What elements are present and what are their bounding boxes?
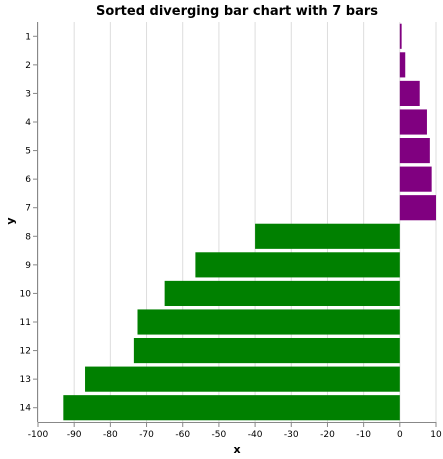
bar <box>399 52 406 78</box>
y-tick-label: 7 <box>25 204 31 214</box>
y-tick-label: 13 <box>20 375 31 385</box>
x-tick-label: -60 <box>175 430 190 440</box>
y-tick-label: 4 <box>25 118 31 128</box>
y-axis-title: y <box>4 217 17 224</box>
y-tick-label: 2 <box>25 61 31 71</box>
bar <box>399 109 427 135</box>
bar <box>399 23 402 49</box>
y-tick-label: 14 <box>20 404 32 414</box>
y-tick-label: 10 <box>20 289 32 299</box>
y-tick-label: 11 <box>20 318 31 328</box>
x-tick-label: -50 <box>212 430 227 440</box>
bar <box>63 395 400 421</box>
bars <box>63 23 436 421</box>
bar <box>133 338 400 364</box>
y-tick-label: 6 <box>25 175 31 185</box>
y-tick-label: 1 <box>25 32 31 42</box>
y-tick-label: 8 <box>25 232 31 242</box>
bar <box>399 80 420 106</box>
x-tick-label: 10 <box>430 430 442 440</box>
bar <box>399 166 432 192</box>
bar <box>399 138 430 164</box>
x-tick-label: -70 <box>139 430 154 440</box>
chart-title: Sorted diverging bar chart with 7 bars <box>96 4 378 19</box>
x-tick-label: -10 <box>356 430 371 440</box>
y-tick-label: 5 <box>25 147 31 157</box>
bar <box>255 223 400 249</box>
bar <box>137 309 400 335</box>
x-tick-label: -80 <box>103 430 118 440</box>
x-tick-label: -90 <box>67 430 82 440</box>
axes: -100 -90 -80 -70 -60 -50 -40 -30 -20 -10 0 10123456… <box>20 22 442 440</box>
x-tick-label: -30 <box>284 430 299 440</box>
x-tick-label: -20 <box>320 430 335 440</box>
y-tick-label: 3 <box>25 89 31 99</box>
x-tick-label: -40 <box>248 430 263 440</box>
bar <box>195 252 400 278</box>
x-axis-title: x <box>233 443 240 456</box>
y-tick-label: 12 <box>20 347 31 357</box>
y-tick-label: 9 <box>25 261 31 271</box>
bar <box>85 366 400 392</box>
bar <box>399 195 436 221</box>
x-tick-label: 0 <box>397 430 403 440</box>
bar <box>164 280 400 306</box>
x-tick-label: -100 <box>28 430 49 440</box>
